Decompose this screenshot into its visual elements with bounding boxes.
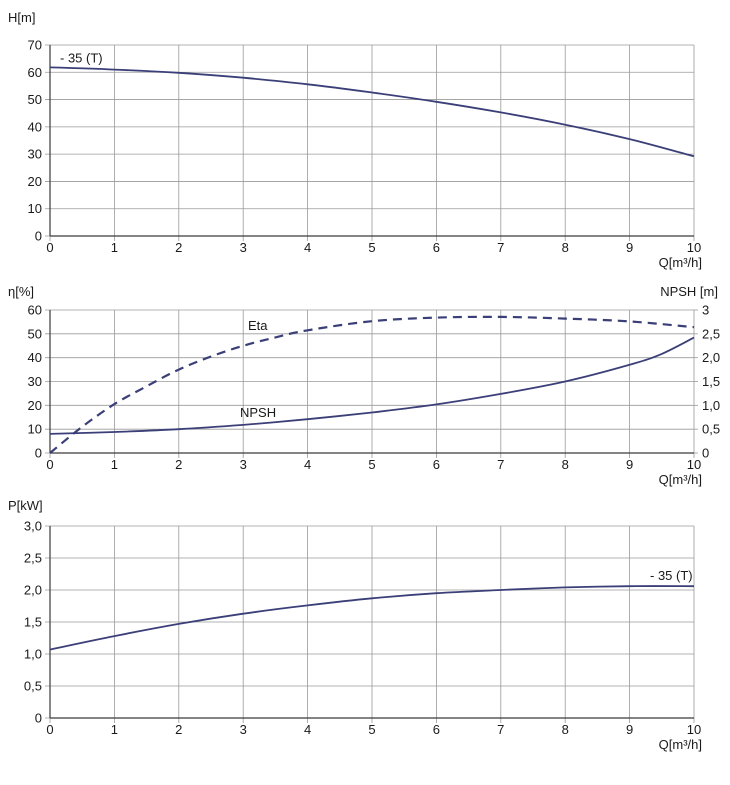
x-axis-label: Q[m³/h] (659, 472, 702, 487)
x-axis-label: Q[m³/h] (659, 737, 702, 752)
x-tick-label: 10 (687, 240, 701, 255)
x-tick-label: 4 (304, 722, 311, 737)
y-tick-label: 2,0 (24, 583, 42, 598)
x-tick-label: 5 (368, 457, 375, 472)
x-tick-label: 9 (626, 457, 633, 472)
y-axis-label: P[kW] (8, 498, 43, 513)
x-tick-label: 3 (240, 240, 247, 255)
x-tick-label: 1 (111, 457, 118, 472)
y-right-axis-label: NPSH [m] (660, 284, 718, 299)
y-right-tick-label: 1,0 (702, 398, 720, 413)
y-tick-label: 40 (28, 119, 42, 134)
y-tick-label: 40 (28, 350, 42, 365)
x-tick-label: 1 (111, 240, 118, 255)
y-tick-label: 60 (28, 303, 42, 318)
y-tick-label: 0,5 (24, 679, 42, 694)
x-tick-label: 0 (46, 240, 53, 255)
x-tick-label: 6 (433, 457, 440, 472)
y-tick-label: 20 (28, 398, 42, 413)
x-tick-label: 6 (433, 722, 440, 737)
x-tick-label: 5 (368, 240, 375, 255)
x-axis-label: Q[m³/h] (659, 255, 702, 270)
y-right-tick-label: 2,0 (702, 350, 720, 365)
x-tick-label: 9 (626, 722, 633, 737)
y-right-tick-label: 1,5 (702, 374, 720, 389)
chart-power: 0 1 2 3 4 5 6 7 8 9 10 0 0,5 1,0 1,5 2,0 2,5 3,0 P[kW] Q[m³… (8, 498, 702, 752)
series-line-npsh (49, 336, 695, 435)
y-right-tick-label: 0,5 (702, 422, 720, 437)
series-label: - 35 (T) (650, 568, 693, 583)
y-right-tick-label: 2,5 (702, 326, 720, 341)
x-tick-label: 8 (562, 457, 569, 472)
y-axis-label: η[%] (8, 284, 34, 299)
x-tick-label: 9 (626, 240, 633, 255)
x-tick-label: 2 (175, 722, 182, 737)
y-tick-label: 30 (28, 147, 42, 162)
x-tick-label: 1 (111, 722, 118, 737)
y-tick-label: 0 (35, 711, 42, 726)
x-tick-label: 0 (46, 722, 53, 737)
x-tick-label: 8 (562, 240, 569, 255)
y-right-tick-label: 0 (702, 446, 709, 461)
x-tick-label: 3 (240, 457, 247, 472)
y-tick-label: 50 (28, 326, 42, 341)
x-tick-label: 6 (433, 240, 440, 255)
y-axis-label: H[m] (8, 10, 35, 25)
x-tick-label: 3 (240, 722, 247, 737)
y-tick-label: 10 (28, 201, 42, 216)
y-tick-label: 0 (35, 229, 42, 244)
x-tick-label: 7 (497, 457, 504, 472)
x-tick-label: 10 (687, 722, 701, 737)
y-tick-label: 60 (28, 65, 42, 80)
x-tick-label: 4 (304, 457, 311, 472)
y-tick-label: 0 (35, 446, 42, 461)
y-tick-label: 2,5 (24, 551, 42, 566)
y-tick-label: 20 (28, 174, 42, 189)
series-label: NPSH (240, 405, 276, 420)
x-tick-label: 8 (562, 722, 569, 737)
x-tick-label: 10 (687, 457, 701, 472)
y-tick-label: 70 (28, 38, 42, 53)
series-label: - 35 (T) (60, 50, 103, 65)
y-tick-label: 3,0 (24, 519, 42, 534)
chart-eta_npsh: 0 1 2 3 4 5 6 7 8 9 10010203040506000,51,01,52,02,… (8, 284, 720, 487)
chart-head: 0 1 2 3 4 5 6 7 8 9 10 0 10 20 30 40 50 60 70 H[m] Q[m³/h] - … (8, 10, 702, 270)
x-tick-label: 7 (497, 722, 504, 737)
x-tick-label: 4 (304, 240, 311, 255)
series-line-35-t (49, 66, 695, 158)
x-tick-label: 2 (175, 457, 182, 472)
y-tick-label: 30 (28, 374, 42, 389)
x-tick-label: 5 (368, 722, 375, 737)
series-label: Eta (248, 318, 268, 333)
y-right-tick-label: 3 (702, 303, 709, 318)
series-line-35-t (49, 585, 695, 651)
x-tick-label: 0 (46, 457, 53, 472)
y-tick-label: 10 (28, 422, 42, 437)
y-tick-label: 1,0 (24, 647, 42, 662)
x-tick-label: 2 (175, 240, 182, 255)
y-tick-label: 1,5 (24, 615, 42, 630)
x-tick-label: 7 (497, 240, 504, 255)
y-tick-label: 50 (28, 92, 42, 107)
series-line-eta (49, 315, 695, 454)
